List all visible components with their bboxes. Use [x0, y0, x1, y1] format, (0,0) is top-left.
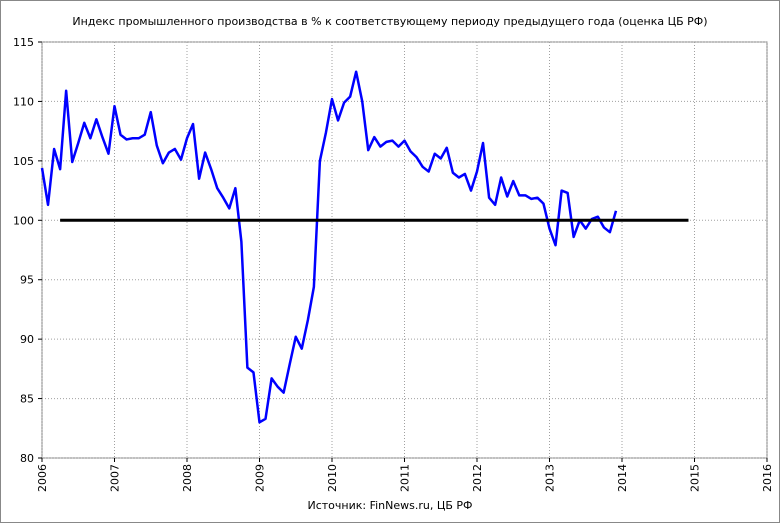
- grid: [41, 41, 768, 459]
- x-tick-label: 2014: [616, 464, 629, 492]
- x-tick-label: 2015: [689, 464, 702, 492]
- chart-title: Индекс промышленного производства в % к …: [72, 15, 707, 28]
- y-axis-ticks: 80 85 90 95 100 105 110 115: [13, 36, 42, 465]
- y-tick-label: 100: [13, 214, 34, 227]
- x-tick-label: 2007: [109, 464, 122, 492]
- y-tick-label: 80: [20, 452, 34, 465]
- series-group: [40, 70, 689, 424]
- y-tick-label: 105: [13, 155, 34, 168]
- y-tick-label: 110: [13, 95, 34, 108]
- x-tick-label: 2012: [471, 464, 484, 492]
- x-tick-label: 2011: [399, 464, 412, 492]
- y-tick-label: 95: [20, 274, 34, 287]
- x-tick-label: 2009: [254, 464, 267, 492]
- y-tick-label: 115: [13, 36, 34, 49]
- y-tick-label: 85: [20, 393, 34, 406]
- x-tick-label: 2008: [181, 464, 194, 492]
- x-tick-label: 2010: [326, 464, 339, 492]
- x-tick-label: 2013: [544, 464, 557, 492]
- source-caption: Источник: FinNews.ru, ЦБ РФ: [307, 499, 472, 512]
- x-tick-label: 2006: [36, 464, 49, 492]
- y-tick-label: 90: [20, 333, 34, 346]
- x-tick-label: 2016: [761, 464, 774, 492]
- x-axis-ticks: 2006 2007 2008 2009 2010 2011 2012 2013 2014 2015…: [36, 458, 774, 492]
- series-line-index: [40, 70, 618, 424]
